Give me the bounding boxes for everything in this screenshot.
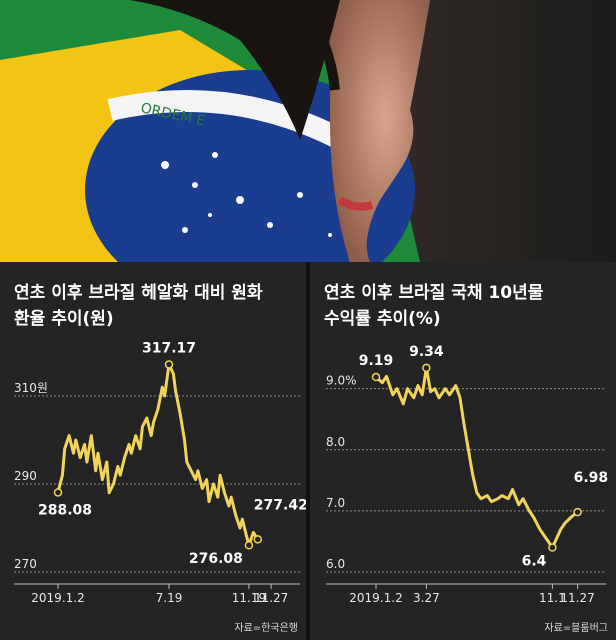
annotation-label: 276.08 — [189, 551, 243, 567]
panel-divider — [306, 262, 310, 640]
source-note: 자료=블룸버그 — [544, 623, 608, 634]
series-line — [56, 363, 260, 547]
chart-title-line1: 연초 이후 브라질 국채 10년물 — [324, 283, 544, 303]
x-tick-label: 7.19 — [156, 591, 183, 605]
annotation-label: 9.19 — [359, 353, 394, 369]
y-tick-label: 6.0 — [326, 557, 345, 571]
y-tick-label: 8.0 — [326, 435, 345, 449]
annotation-label: 288.08 — [38, 502, 92, 518]
annotation-point — [422, 363, 431, 373]
x-tick-label: 2019.1.2 — [31, 591, 84, 605]
annotation-label: 277.42 — [254, 497, 306, 513]
annotation-point — [244, 540, 254, 550]
y-tick-label: 9.0% — [326, 374, 357, 388]
annotation-point — [164, 360, 174, 369]
x-tick-label: 11.27 — [254, 591, 288, 605]
annotation-point — [371, 372, 381, 382]
chart-title-line2: 환율 추이(원) — [14, 309, 114, 329]
annotation-point — [253, 535, 263, 544]
chart-title: 연초 이후 브라질 헤알화 대비 원화 환율 추이(원) — [14, 280, 263, 332]
x-tick-label: 11.27 — [560, 591, 594, 605]
bond-yield-chart: 9.0% 8.0 7.0 6.0 2019.1.2 3.27 11.111.27 9.19 9.… — [326, 344, 609, 605]
exchange-rate-panel: 연초 이후 브라질 헤알화 대비 원화 환율 추이(원) 310원 290 270 2… — [0, 262, 306, 640]
annotation-label: 6.98 — [574, 470, 609, 486]
annotation-label: 317.17 — [142, 340, 196, 356]
annotation-label: 6.4 — [522, 554, 547, 570]
annotation-point — [548, 543, 557, 552]
x-tick-label: 11.19 — [232, 591, 266, 605]
annotation-point — [573, 507, 582, 517]
x-tick-label: 3.27 — [413, 591, 440, 605]
chart-title-line1: 연초 이후 브라질 헤알화 대비 원화 — [14, 283, 263, 303]
y-tick-label: 270 — [14, 557, 37, 571]
source-note: 자료=한국은행 — [234, 623, 298, 634]
chart-title: 연초 이후 브라질 국채 10년물 수익률 추이(%) — [324, 280, 543, 332]
series-line — [375, 366, 579, 550]
annotation-label: 9.34 — [409, 344, 444, 360]
brazil-flag-photo: ORDEM E — [0, 0, 616, 262]
y-tick-label: 310원 — [14, 381, 48, 395]
x-tick-label: 11.1 — [539, 591, 566, 605]
annotation-point — [53, 488, 63, 497]
y-tick-label: 7.0 — [326, 496, 345, 510]
y-tick-label: 290 — [14, 469, 37, 483]
bond-yield-panel: 연초 이후 브라질 국채 10년물 수익률 추이(%) 9.0% 8.0 7.0 6.… — [310, 262, 616, 640]
x-tick-label: 2019.1.2 — [349, 591, 402, 605]
chart-title-line2: 수익률 추이(%) — [324, 309, 441, 329]
